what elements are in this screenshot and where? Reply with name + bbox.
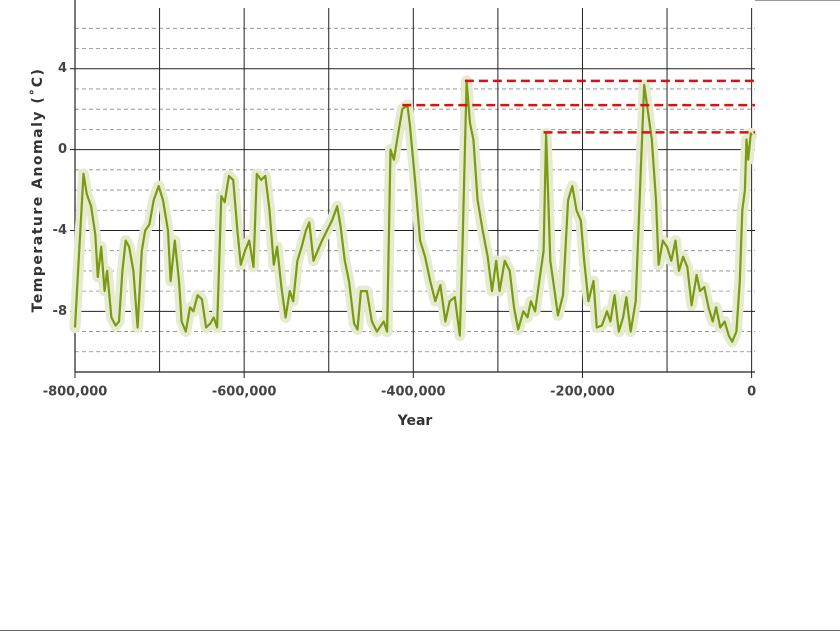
y-tick-label: -8 — [53, 304, 67, 319]
data-line — [73, 79, 753, 343]
y-tick-label: 0 — [58, 142, 67, 157]
x-axis-title: Year — [397, 413, 433, 429]
x-tick-label: -200,000 — [550, 385, 615, 400]
y-axis-title: Temperature Anomaly (˚C) — [29, 68, 46, 313]
x-tick-label: -400,000 — [381, 385, 446, 400]
y-tick-label: -4 — [53, 223, 67, 238]
x-tick-label: -800,000 — [43, 385, 108, 400]
x-tick-label: 0 — [747, 385, 756, 400]
y-tick-label: 4 — [58, 61, 67, 76]
x-tick-label: -600,000 — [212, 385, 277, 400]
